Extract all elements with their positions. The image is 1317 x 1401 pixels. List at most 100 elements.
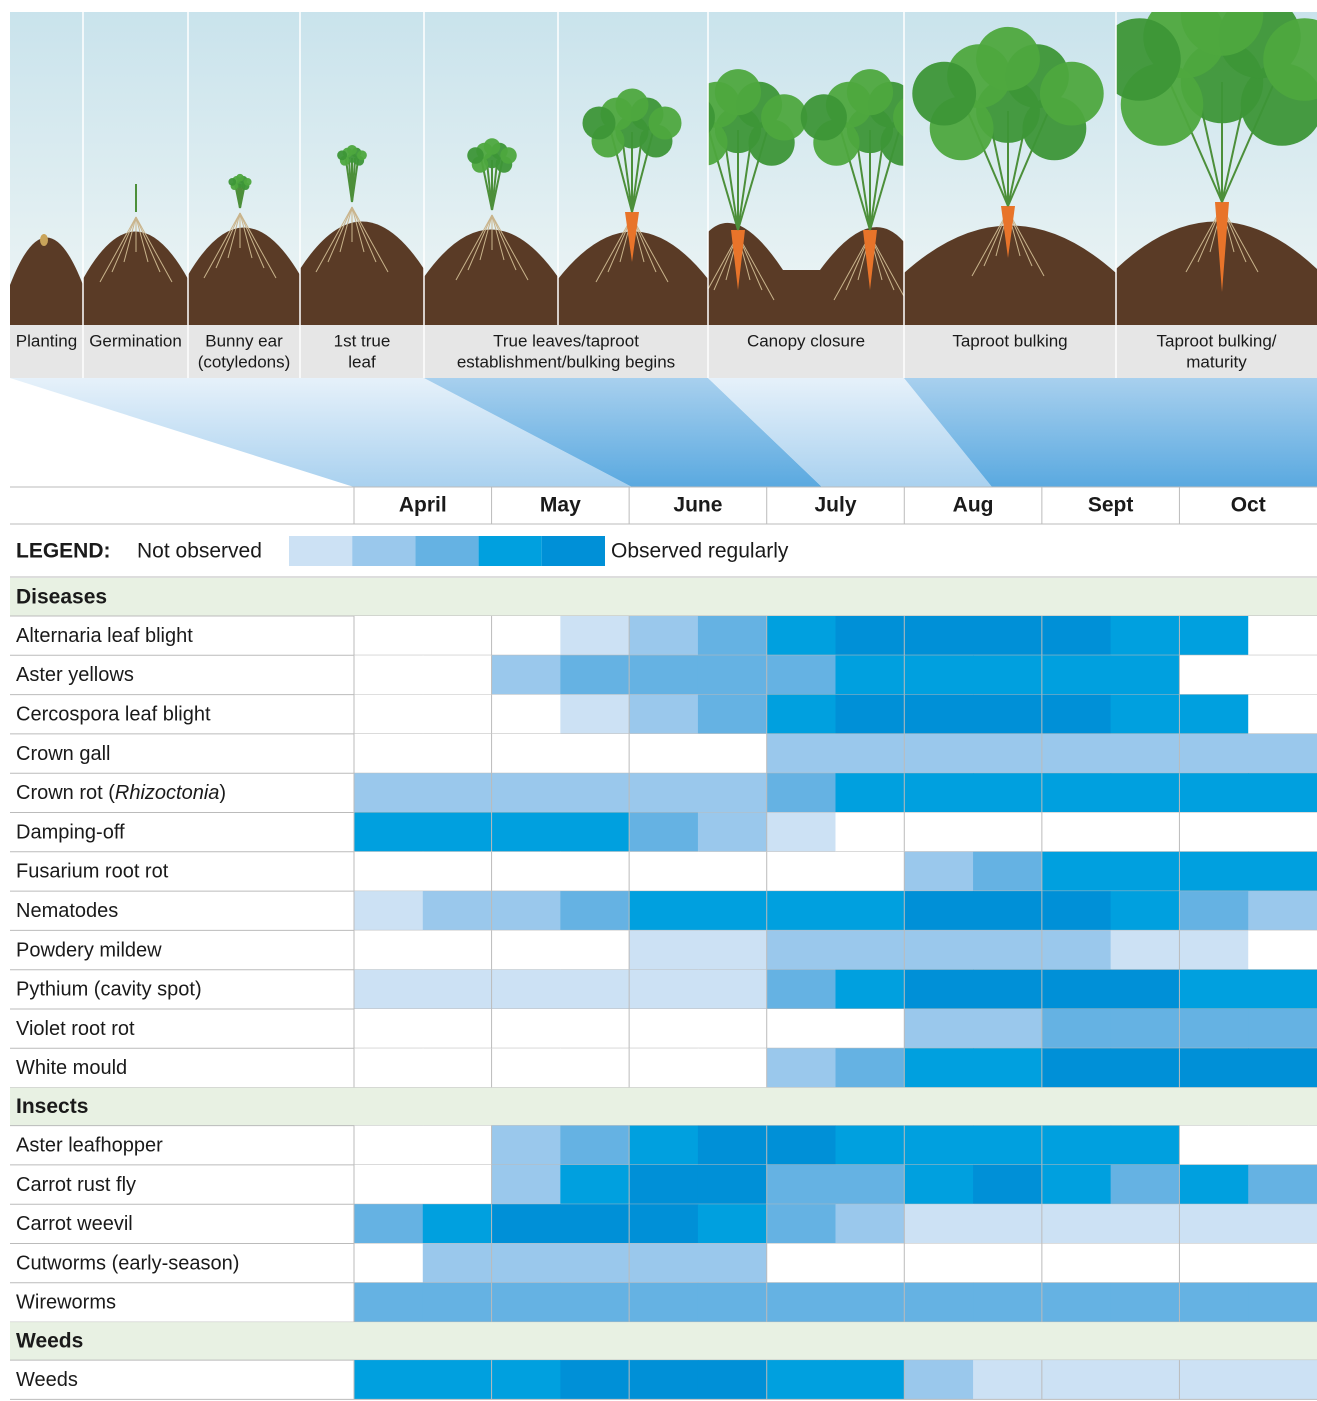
level-cell [629,1282,699,1323]
level-cell [835,773,905,813]
level-cell [422,773,493,813]
row-label: Nematodes [16,900,118,922]
level-cell [835,694,905,734]
level-cell [904,812,974,852]
stage-label: Canopy closure [747,331,865,350]
foliage [356,150,367,161]
level-cell [904,1243,974,1283]
level-cell [697,930,768,970]
section-title: Diseases [16,586,107,609]
level-cell [697,812,768,852]
level-cell [1110,812,1180,852]
level-cell [1248,930,1317,970]
level-cell [904,1360,974,1400]
level-cell [835,1009,905,1049]
carrot [625,212,639,262]
level-cell [697,1125,768,1165]
level-cell [835,969,905,1009]
row-label: Alternaria leaf blight [16,625,193,647]
level-cell [973,694,1043,734]
root [479,214,493,261]
row-label: Cutworms (early-season) [16,1252,239,1274]
level-cell [1110,773,1180,813]
level-cell [835,733,905,774]
level-cell [1179,773,1249,813]
level-cell [354,1009,424,1049]
level-cell [1041,1282,1112,1323]
level-cell [835,1243,905,1283]
foliage [893,97,904,138]
stage-label: Taproot bulking [952,331,1067,350]
foliage [337,150,348,161]
stage-panel [83,184,188,325]
month-label: April [399,494,447,517]
level-cell [1041,733,1112,774]
root [351,206,389,273]
level-cell [1110,1125,1180,1165]
section-title: Weeds [16,1330,83,1353]
level-cell [904,1048,974,1088]
level-cell [835,1204,905,1244]
level-cell [1179,655,1249,695]
month-label: Oct [1231,494,1266,517]
level-cell [1110,1282,1180,1323]
level-cell [1248,1048,1317,1088]
root [135,216,173,283]
level-cell [766,1048,836,1088]
level-cell [354,1048,424,1088]
foliage [1116,18,1181,101]
root [351,206,365,253]
level-cell [629,1243,699,1283]
root [215,212,241,269]
level-cell [904,930,974,970]
root [135,216,149,263]
level-cell [697,733,768,774]
legend-high: Observed regularly [611,540,789,563]
level-cell [354,930,424,970]
foliage [500,147,517,164]
level-cell [973,1243,1043,1283]
carrot [731,230,745,290]
row-label: Carrot rust fly [16,1174,136,1196]
level-cell [422,1125,493,1165]
stage-panel [300,144,424,325]
level-cell [1179,694,1249,734]
level-cell [697,1282,768,1323]
foliage [708,100,715,134]
level-cell [354,616,424,656]
level-cell [1248,1360,1317,1400]
level-cell [422,851,493,892]
level-cell [697,1048,768,1088]
root [239,212,253,259]
level-cell [560,1009,630,1049]
root [708,234,739,291]
soil [83,231,188,325]
soil [558,231,708,325]
row-label: White mould [16,1057,127,1079]
level-cell [1041,1009,1112,1049]
soil [708,222,904,325]
root [455,214,493,281]
level-cell [835,851,905,892]
stage-label: leaf [348,352,376,371]
level-cell [422,1243,493,1283]
level-cell [1110,969,1180,1009]
stage-label: maturity [1186,352,1247,371]
level-cell [904,694,974,734]
legend-swatch [415,536,479,566]
level-cell [422,1282,493,1323]
stage-panel [708,69,904,325]
level-cell [1179,891,1249,931]
level-cell [904,891,974,931]
level-cell [491,1360,561,1400]
level-cell [560,1125,630,1165]
level-cell [973,851,1043,892]
level-cell [697,891,768,931]
level-cell [1248,891,1317,931]
level-cell [491,1009,561,1049]
level-cell [491,616,561,656]
level-cell [491,891,561,931]
level-cell [629,1204,699,1244]
level-cell [629,969,699,1009]
